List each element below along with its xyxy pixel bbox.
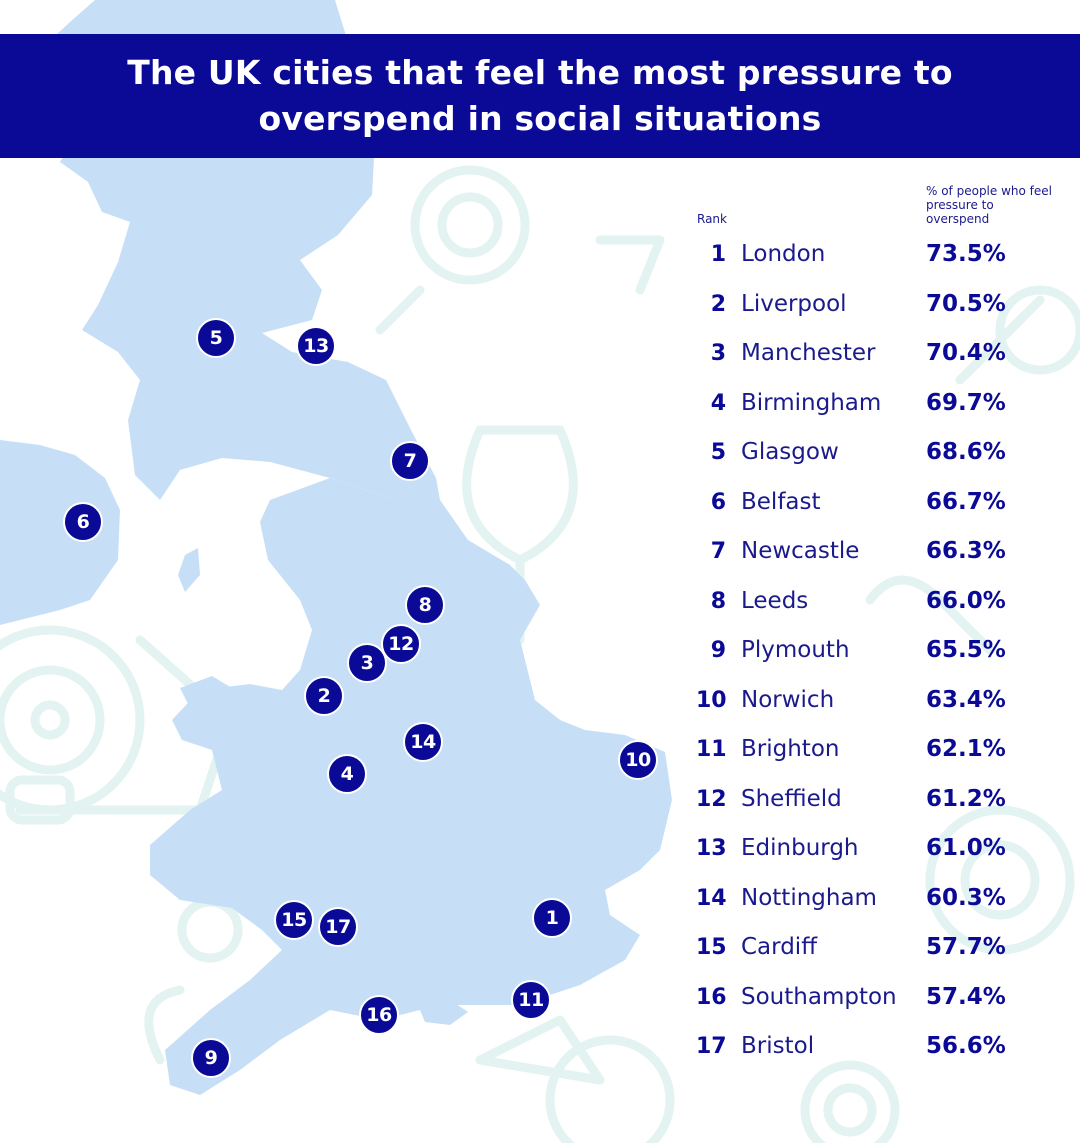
rank-number: 2 — [710, 291, 726, 317]
list-item: 2 Liverpool 70.5% — [0, 282, 1080, 330]
list-item: 12 Sheffield 61.2% — [0, 777, 1080, 825]
marker-nottingham: 14 — [403, 722, 443, 762]
city-name: Manchester — [741, 340, 876, 366]
marker-leeds: 8 — [405, 585, 445, 625]
rank-number: 8 — [710, 588, 726, 614]
city-name: Brighton — [741, 736, 840, 762]
city-name: Newcastle — [741, 538, 860, 564]
isle-of-man — [178, 548, 200, 592]
isle-of-wight — [420, 1000, 468, 1025]
list-item: 16 Southampton 57.4% — [0, 975, 1080, 1023]
percent-value: 62.1% — [926, 736, 1006, 762]
city-name: Cardiff — [741, 934, 818, 960]
anglesey — [180, 676, 232, 708]
city-name: Southampton — [741, 983, 897, 1010]
marker-sheffield: 12 — [381, 624, 421, 664]
rank-number: 14 — [696, 885, 727, 911]
marker-southampton: 16 — [359, 995, 399, 1035]
city-name: Bristol — [741, 1033, 815, 1059]
rank-number: 1 — [710, 242, 726, 267]
percent-value: 66.3% — [926, 538, 1006, 564]
rank-number: 17 — [696, 1034, 727, 1059]
marker-belfast: 6 — [63, 502, 103, 542]
percent-column-header: % of people who feel pressure to overspe… — [926, 184, 1052, 226]
percent-value: 73.5% — [926, 241, 1006, 267]
rank-number: 9 — [710, 638, 726, 663]
rank-number: 10 — [696, 687, 727, 713]
city-name: Leeds — [741, 587, 809, 614]
percent-value: 69.7% — [926, 389, 1006, 416]
city-name: Edinburgh — [741, 835, 859, 861]
city-name: Glasgow — [741, 439, 839, 465]
rank-number: 15 — [696, 935, 727, 960]
percent-value: 60.3% — [926, 884, 1006, 911]
rank-number: 7 — [710, 539, 726, 564]
ireland-landmass — [0, 440, 120, 625]
city-name: Belfast — [741, 488, 821, 515]
percent-value: 61.0% — [926, 835, 1006, 861]
list-item: 11 Brighton 62.1% — [0, 727, 1080, 775]
list-item: 1 London 73.5% — [0, 232, 1080, 280]
title-banner: The UK cities that feel the most pressur… — [0, 34, 1080, 158]
list-item: 10 Norwich 63.4% — [0, 678, 1080, 726]
rank-number: 4 — [710, 390, 726, 416]
city-name: Sheffield — [741, 785, 842, 812]
marker-liverpool: 2 — [304, 676, 344, 716]
rank-number: 11 — [696, 737, 727, 762]
percent-value: 66.0% — [926, 587, 1006, 614]
rank-number: 12 — [696, 786, 727, 812]
england-wales-landmass — [150, 478, 672, 1095]
percent-value: 70.5% — [926, 290, 1006, 317]
list-item: 13 Edinburgh 61.0% — [0, 826, 1080, 874]
list-item: 5 Glasgow 68.6% — [0, 430, 1080, 478]
percent-value: 66.7% — [926, 488, 1006, 515]
marker-edinburgh: 13 — [296, 326, 336, 366]
city-name: Nottingham — [741, 884, 877, 911]
percent-value: 57.4% — [926, 983, 1006, 1010]
percent-value: 57.7% — [926, 934, 1006, 960]
percent-value: 63.4% — [926, 686, 1006, 713]
city-name: Birmingham — [741, 389, 882, 416]
rank-number: 16 — [696, 984, 727, 1010]
percent-value: 56.6% — [926, 1033, 1006, 1059]
list-item: 6 Belfast 66.7% — [0, 480, 1080, 528]
marker-cardiff: 15 — [274, 900, 314, 940]
rank-number: 5 — [710, 440, 726, 465]
list-item: 17 Bristol 56.6% — [0, 1024, 1080, 1072]
marker-plymouth: 9 — [191, 1038, 231, 1078]
rank-number: 6 — [710, 489, 726, 515]
page-title: The UK cities that feel the most pressur… — [127, 53, 953, 138]
rank-number: 3 — [710, 341, 726, 366]
list-item: 8 Leeds 66.0% — [0, 579, 1080, 627]
marker-brighton: 11 — [511, 980, 551, 1020]
marker-newcastle: 7 — [390, 441, 430, 481]
marker-bristol: 17 — [318, 907, 358, 947]
list-item: 7 Newcastle 66.3% — [0, 529, 1080, 577]
marker-glasgow: 5 — [196, 318, 236, 358]
city-name: Liverpool — [741, 290, 847, 317]
city-name: Plymouth — [741, 637, 850, 663]
rank-number: 13 — [696, 836, 727, 861]
city-name: Norwich — [741, 686, 835, 713]
marker-birmingham: 4 — [327, 754, 367, 794]
list-item: 9 Plymouth 65.5% — [0, 628, 1080, 676]
city-name: London — [741, 241, 826, 267]
list-item: 3 Manchester 70.4% — [0, 331, 1080, 379]
rank-column-header: Rank — [697, 212, 727, 226]
marker-norwich: 10 — [618, 740, 658, 780]
list-item: 14 Nottingham 60.3% — [0, 876, 1080, 924]
list-item: 15 Cardiff 57.7% — [0, 925, 1080, 973]
percent-value: 70.4% — [926, 340, 1006, 366]
marker-london: 1 — [532, 898, 572, 938]
percent-value: 68.6% — [926, 439, 1006, 465]
percent-value: 61.2% — [926, 785, 1006, 812]
percent-value: 65.5% — [926, 637, 1006, 663]
list-item: 4 Birmingham 69.7% — [0, 381, 1080, 429]
marker-manchester: 3 — [347, 643, 387, 683]
